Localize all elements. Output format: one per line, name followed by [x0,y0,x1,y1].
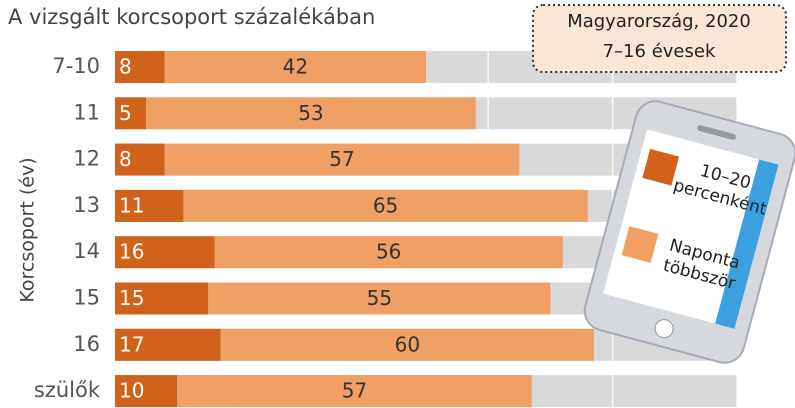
annotation-line: 7–16 évesek [603,41,716,62]
value-label: 56 [376,240,401,264]
value-label: 5 [119,101,132,125]
y-axis-label: Korcsoport (év) [17,157,39,302]
annotation-box: Magyarország, 2020 7–16 évesek [533,5,786,72]
value-label: 57 [329,147,354,171]
value-label: 57 [342,379,367,403]
y-tick-label: 13 [73,193,100,217]
value-label: 16 [119,240,144,264]
y-tick-label: 11 [73,100,100,124]
chart-title: A vizsgált korcsoport százalékában [8,5,375,29]
value-label: 8 [119,55,132,79]
value-label: 11 [119,193,144,217]
value-label: 42 [283,55,308,79]
y-tick-label: 14 [73,239,100,263]
y-tick-label: 15 [73,286,100,310]
chart: A vizsgált korcsoport százalékában Korcs… [0,0,795,408]
value-label: 55 [367,286,392,310]
value-label: 10 [119,379,144,403]
y-tick-label: szülők [34,378,101,402]
value-label: 65 [373,193,398,217]
value-label: 53 [298,101,323,125]
value-label: 17 [119,332,144,356]
value-label: 15 [119,286,144,310]
value-label: 8 [119,147,132,171]
y-tick-label: 12 [73,147,100,171]
y-tick-label: 7-10 [52,54,100,78]
value-label: 60 [395,332,420,356]
y-tick-label: 16 [73,332,100,356]
annotation-line: Magyarország, 2020 [567,11,751,32]
